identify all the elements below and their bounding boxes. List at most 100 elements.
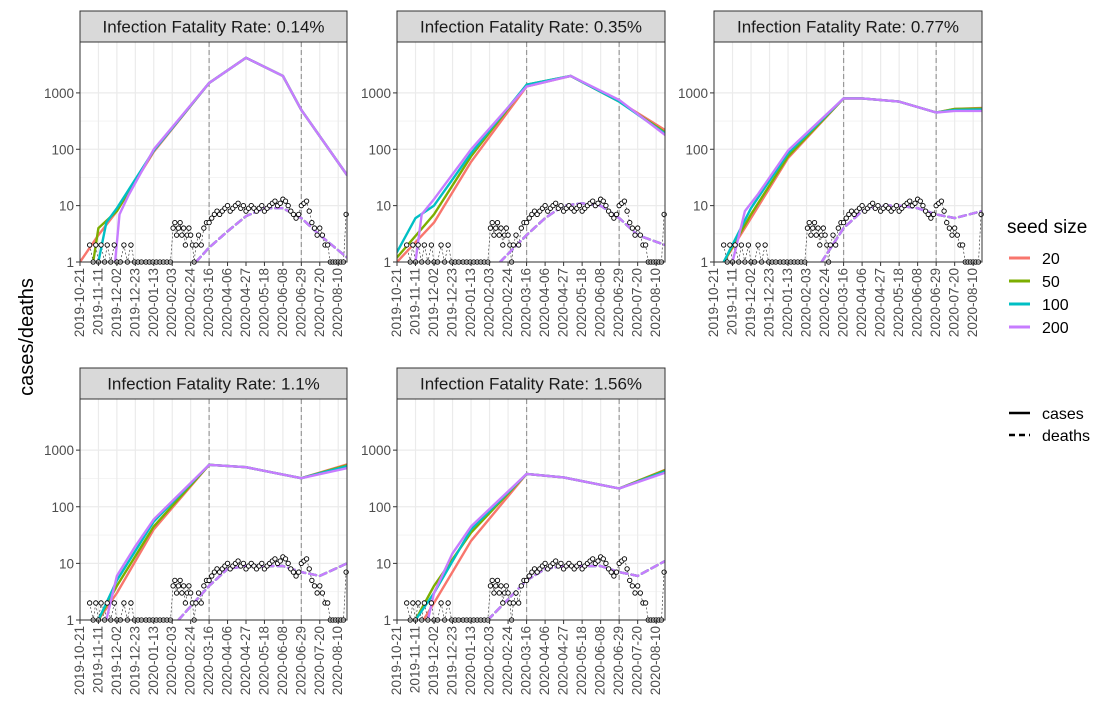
panel-background <box>397 399 665 620</box>
observed-death-point <box>201 583 207 589</box>
observed-death-point <box>179 590 185 596</box>
observed-death-point <box>922 208 929 214</box>
y-tick-label: 1 <box>383 613 391 628</box>
observed-death-point <box>93 242 99 248</box>
observed-death-point <box>813 232 819 238</box>
y-tick-label: 1000 <box>44 86 74 101</box>
panel-3: Infection Fatality Rate: 0.77% 1 10 100 1000… <box>678 10 984 337</box>
observed-death-point <box>605 208 612 214</box>
panel-strip-label: Infection Fatality Rate: 0.77% <box>737 18 959 37</box>
observed-death-point <box>498 225 504 231</box>
x-tick-label: 2020-02-03 <box>164 268 179 337</box>
observed-death-point <box>804 225 811 231</box>
observed-death-point <box>175 583 182 589</box>
observed-death-point <box>590 556 596 562</box>
series-line-cases-200 <box>731 97 982 262</box>
legend-label-20: 20 <box>1042 251 1060 268</box>
observed-death-point <box>293 215 299 221</box>
observed-death-point <box>209 573 215 579</box>
x-tick-label: 2020-04-27 <box>556 626 571 695</box>
x-tick-label: 2020-04-06 <box>220 626 235 695</box>
observed-death-point <box>632 232 638 238</box>
panel-border <box>79 41 348 263</box>
series-group <box>80 56 347 262</box>
observed-death-point <box>627 219 633 226</box>
observed-death-point <box>613 211 620 218</box>
observed-death-point <box>503 225 509 231</box>
observed-death-point <box>211 211 218 218</box>
observed-death-point <box>288 566 294 572</box>
series-line-cases-200 <box>426 471 665 620</box>
observed-death-point <box>93 600 99 606</box>
y-tick-label: 1 <box>66 613 74 628</box>
observed-death-point <box>193 242 199 248</box>
panel-strip-label: Infection Fatality Rate: 0.14% <box>102 18 324 37</box>
observed-death-point <box>170 225 176 231</box>
panel-4: Infection Fatality Rate: 1.1% 1 10 100 1000 2… <box>44 367 349 696</box>
x-tick-label: 2020-04-06 <box>537 268 552 337</box>
x-tick-label: 2019-12-02 <box>109 626 124 695</box>
observed-death-point <box>637 232 643 238</box>
observed-death-point <box>211 569 218 575</box>
observed-death-point <box>558 202 564 209</box>
panel-strip-label: Infection Fatality Rate: 0.35% <box>420 18 642 37</box>
observed-death-point <box>206 219 212 226</box>
observed-death-point <box>822 232 828 238</box>
observed-death-point <box>177 577 183 584</box>
observed-death-point <box>954 232 960 238</box>
observed-death-point <box>907 198 913 204</box>
observed-death-point <box>87 600 93 606</box>
x-tick-label: 2020-03-16 <box>519 268 534 337</box>
x-tick-label: 2019-12-23 <box>127 268 142 337</box>
series-group <box>97 463 347 620</box>
observed-death-point <box>611 573 617 579</box>
x-tick-label: 2019-12-02 <box>109 268 124 337</box>
x-tick-label: 2020-06-29 <box>293 626 308 695</box>
observed-death-point <box>624 208 630 214</box>
observed-death-point <box>111 242 117 248</box>
x-tick-label: 2020-02-24 <box>183 626 198 696</box>
observed-death-point <box>732 242 738 248</box>
x-tick-label: 2020-07-20 <box>947 268 962 337</box>
observed-death-point <box>259 560 265 567</box>
x-tick-label: 2020-06-29 <box>611 268 626 337</box>
y-tick-label: 10 <box>693 199 708 214</box>
observed-death-point <box>216 211 223 218</box>
series-line-cases-200 <box>414 74 665 262</box>
observed-death-point <box>224 560 231 567</box>
panel-background <box>714 42 982 262</box>
observed-death-point <box>314 590 320 596</box>
series-line-deaths-200 <box>177 562 347 620</box>
observed-death-point <box>526 215 532 221</box>
observed-death-point <box>811 219 818 226</box>
panel-border <box>79 398 348 621</box>
observed-death-point <box>603 560 609 567</box>
panel-2: Infection Fatality Rate: 0.35% 1 10 100 1000… <box>361 10 667 337</box>
y-tick-label: 10 <box>59 199 74 214</box>
x-tick-label: 2020-02-24 <box>500 626 515 696</box>
observed-death-point <box>445 242 451 248</box>
observed-death-point <box>603 202 609 209</box>
observed-death-point <box>553 558 559 564</box>
observed-death-point <box>343 569 349 575</box>
observed-death-point <box>629 225 636 231</box>
panel-background <box>80 42 347 262</box>
x-tick-label: 2020-02-03 <box>482 268 497 337</box>
observed-death-point <box>820 225 826 231</box>
observed-death-point <box>843 215 849 221</box>
observed-death-point <box>848 208 855 214</box>
observed-death-point <box>830 232 836 238</box>
observed-death-point <box>317 583 323 589</box>
observed-death-point <box>493 225 499 231</box>
observed-death-point <box>534 569 540 575</box>
observed-death-point <box>188 232 194 238</box>
observed-death-point <box>421 242 427 248</box>
observed-death-point <box>182 242 189 248</box>
observed-death-point <box>505 232 511 238</box>
x-tick-label: 2020-02-24 <box>183 268 198 338</box>
x-tick-label: 2019-11-11 <box>90 268 105 335</box>
observed-death-point <box>930 211 937 218</box>
panel-strip <box>396 367 666 400</box>
observed-death-point <box>282 556 289 562</box>
